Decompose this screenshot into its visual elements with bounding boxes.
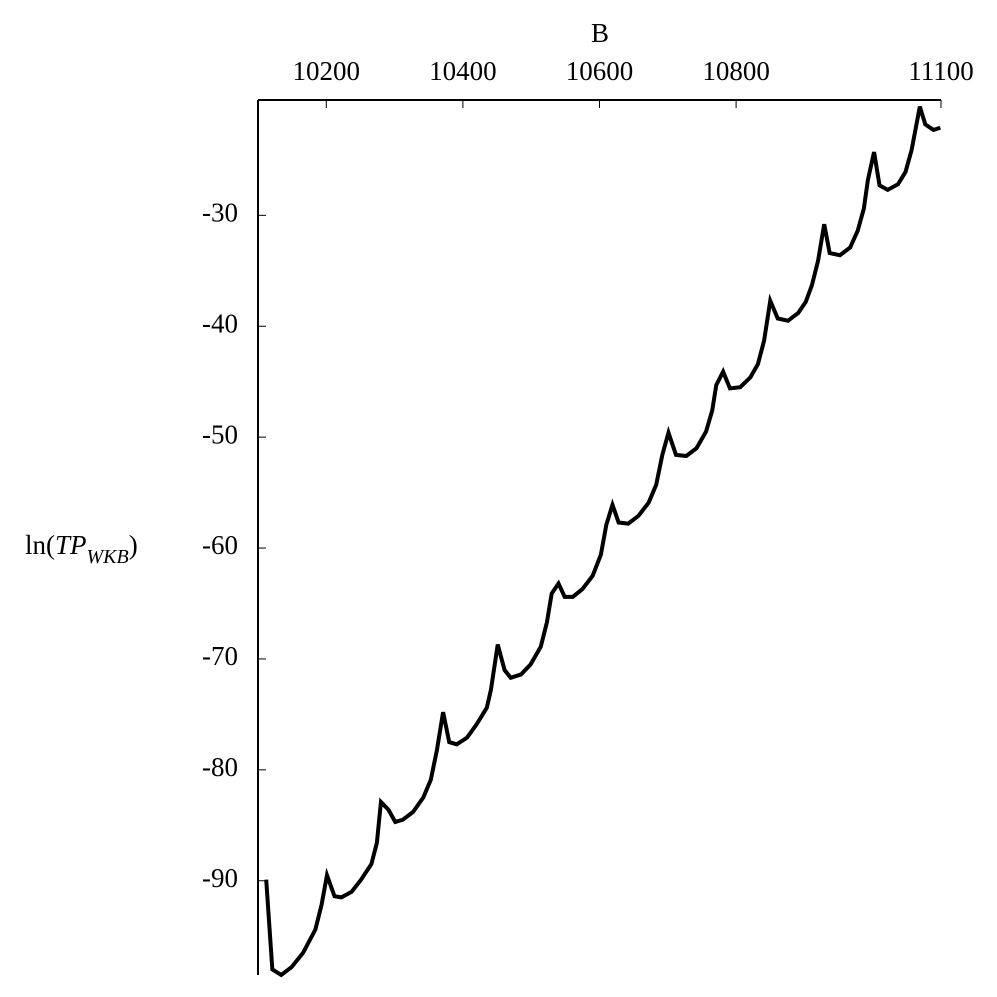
y-tick-label: -30 xyxy=(202,198,238,228)
y-tick-label: -80 xyxy=(202,752,238,782)
y-tick-label: -90 xyxy=(202,863,238,893)
y-tick-label: -60 xyxy=(202,530,238,560)
x-tick-label: 10400 xyxy=(429,56,497,86)
y-tick-label: -40 xyxy=(202,308,238,338)
y-label-part: TP xyxy=(55,530,87,560)
x-axis-label: B xyxy=(591,18,609,48)
y-axis-label: ln(TPWKB) xyxy=(25,530,138,567)
x-tick-label: 10600 xyxy=(566,56,634,86)
x-tick-label: 10200 xyxy=(293,56,361,86)
y-label-part: ) xyxy=(129,530,138,560)
y-tick-label: -70 xyxy=(202,641,238,671)
x-tick-label: 11100 xyxy=(908,56,974,86)
y-label-part: WKB xyxy=(87,546,129,568)
x-tick-label: 10800 xyxy=(702,56,770,86)
data-line xyxy=(264,106,941,978)
y-label-part: ln( xyxy=(25,530,55,560)
y-tick-label: -50 xyxy=(202,419,238,449)
